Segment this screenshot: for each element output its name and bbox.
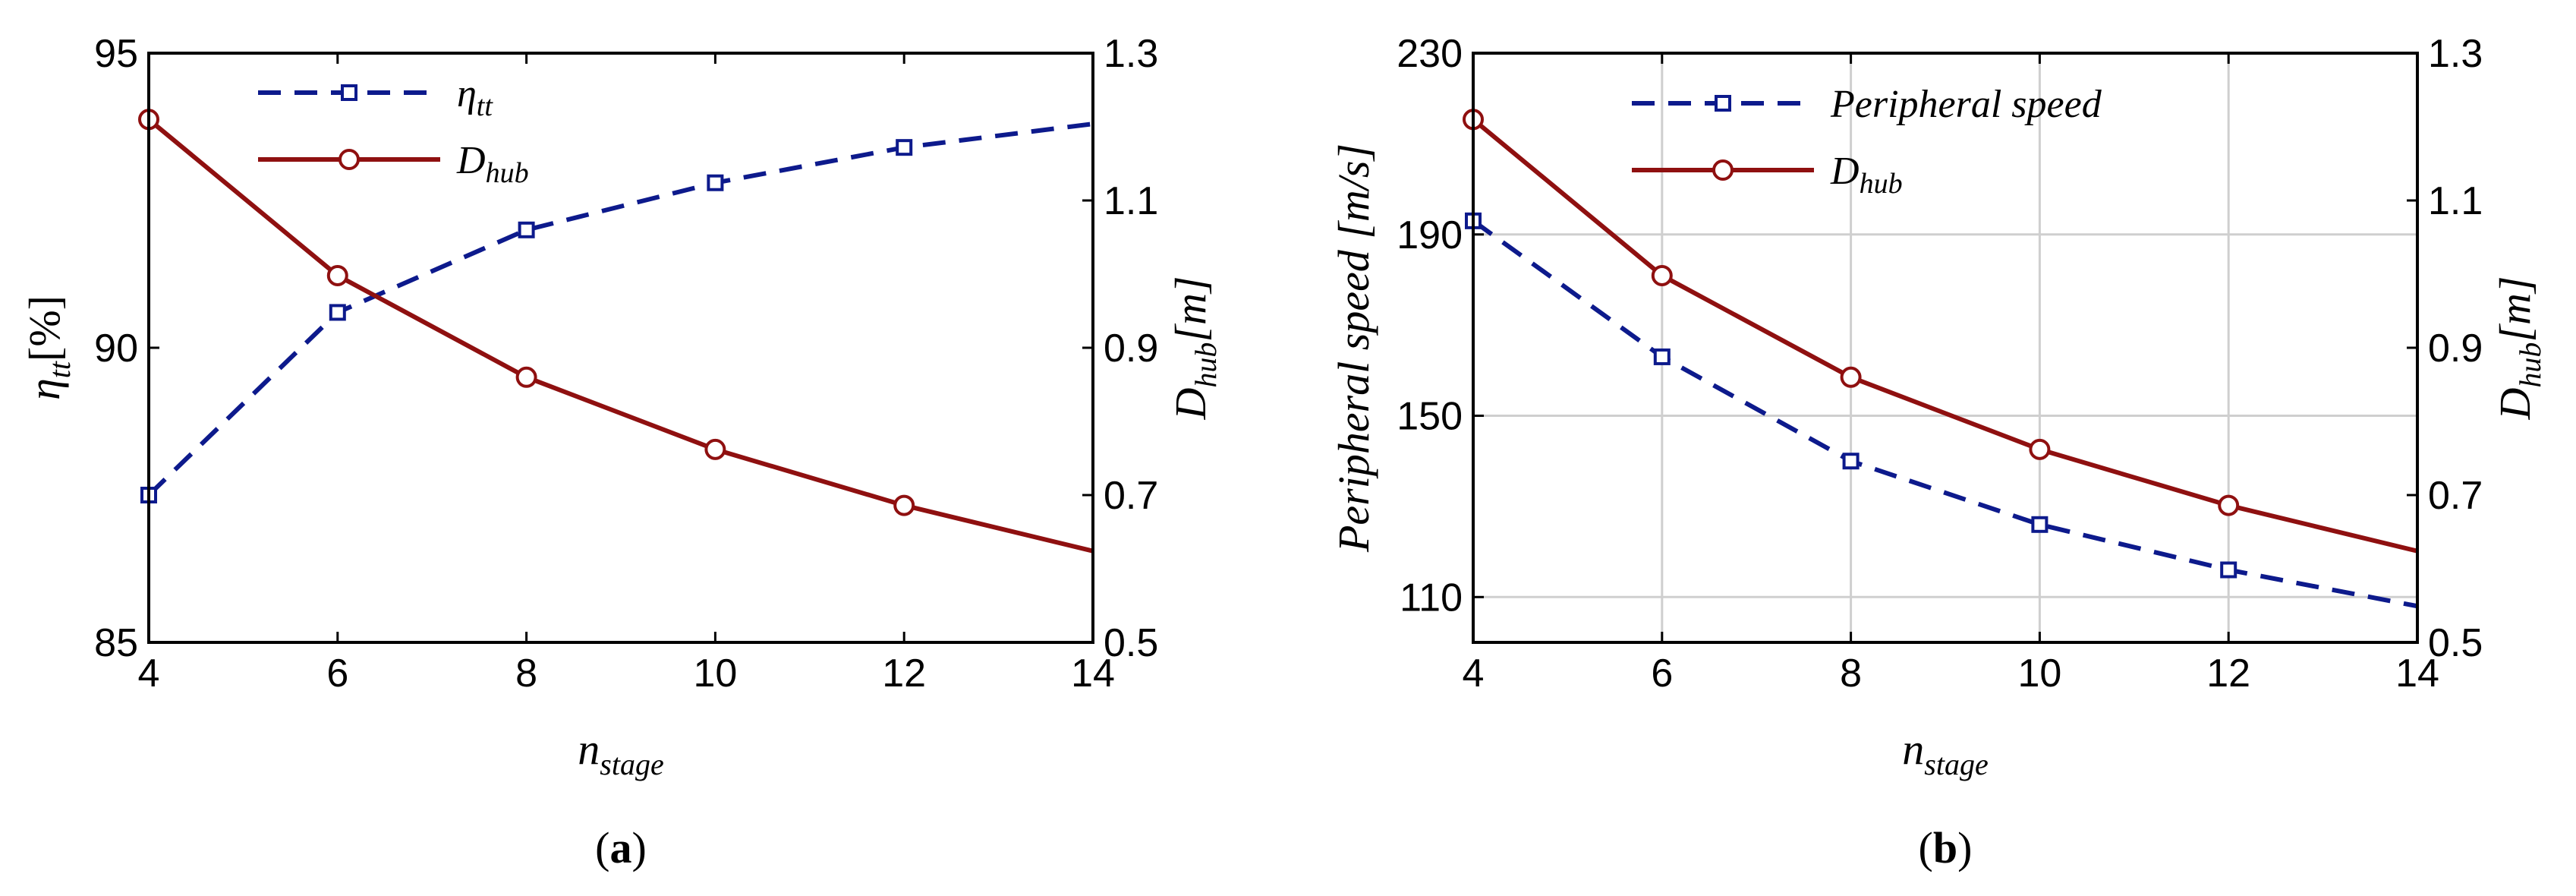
x-axis-label: nstage bbox=[1902, 724, 1988, 781]
x-tick-label: 8 bbox=[515, 651, 537, 696]
series-line-0 bbox=[146, 121, 1094, 497]
plot-frame bbox=[147, 52, 1094, 644]
y-tick-label-right: 1.3 bbox=[2428, 32, 2483, 76]
data-point-1 bbox=[515, 366, 537, 388]
y-tick-label-right: 0.7 bbox=[2428, 474, 2483, 518]
series-line-1 bbox=[1472, 117, 2418, 554]
plot-frame bbox=[1472, 52, 2419, 644]
series-layer bbox=[1463, 109, 2418, 609]
data-point-1 bbox=[704, 438, 726, 460]
y-tick-label-right: 0.5 bbox=[1104, 621, 1158, 665]
y-tick-label-left: 230 bbox=[1397, 32, 1463, 76]
data-point-0 bbox=[2031, 516, 2049, 533]
data-point-1 bbox=[1840, 366, 1862, 388]
data-point-1 bbox=[1651, 264, 1673, 286]
y-tick-label-left: 190 bbox=[1397, 213, 1463, 257]
legend-marker-1 bbox=[1712, 159, 1734, 181]
y-axis-label-right: Dhub[m] bbox=[2490, 276, 2547, 421]
x-tick-label: 14 bbox=[1071, 651, 1115, 696]
series-layer bbox=[138, 109, 1094, 554]
y-tick-label-left: 90 bbox=[94, 327, 138, 371]
panel-b: 4 6 8 10 12 14 110 150 190 230 0.5 0.7 0.9 1.1 1.3 Per… bbox=[1329, 32, 2547, 872]
y-tick-label-right: 0.5 bbox=[2428, 621, 2483, 665]
panel-caption: (b) bbox=[1919, 823, 1973, 872]
x-tick-label: 4 bbox=[138, 651, 160, 696]
legend: ηtt Dhub bbox=[258, 72, 529, 189]
legend-marker-0 bbox=[1715, 95, 1731, 112]
y-tick-label-right: 1.1 bbox=[2428, 179, 2483, 223]
legend-label-1: Dhub bbox=[456, 139, 529, 189]
x-tick-label: 4 bbox=[1463, 651, 1485, 696]
legend-label-0: ηtt bbox=[457, 72, 493, 122]
x-tick-label: 6 bbox=[1651, 651, 1673, 696]
data-point-0 bbox=[2220, 561, 2237, 579]
legend-marker-1 bbox=[339, 149, 360, 170]
ticks-layer: 4 6 8 10 12 14 85 90 95 0.5 0.7 0.9 1.1 1.3 bbox=[94, 32, 1158, 696]
y-tick-label-left: 85 bbox=[94, 621, 138, 665]
data-point-0 bbox=[329, 304, 346, 321]
panel-a: 4 6 8 10 12 14 85 90 95 0.5 0.7 0.9 1.1 1.3 ηtt Dhub n… bbox=[20, 32, 1223, 872]
data-point-1 bbox=[893, 494, 915, 516]
x-axis-label: nstage bbox=[578, 724, 663, 781]
y-tick-label-right: 1.1 bbox=[1104, 179, 1158, 223]
x-tick-label: 6 bbox=[326, 651, 348, 696]
y-tick-label-left: 95 bbox=[94, 32, 138, 76]
y-tick-label-left: 110 bbox=[1400, 576, 1463, 620]
x-tick-label: 12 bbox=[882, 651, 926, 696]
data-point-0 bbox=[896, 139, 913, 156]
y-axis-label-left: Peripheral speed [m/s] bbox=[1329, 144, 1378, 553]
legend-label-0: Peripheral speed bbox=[1830, 83, 2102, 126]
y-tick-label-right: 0.7 bbox=[1104, 474, 1158, 518]
x-tick-label: 10 bbox=[693, 651, 737, 696]
y-tick-label-left: 150 bbox=[1397, 395, 1463, 439]
x-tick-label: 12 bbox=[2206, 651, 2250, 696]
y-tick-label-right: 0.9 bbox=[1104, 327, 1158, 371]
data-point-0 bbox=[518, 221, 535, 238]
legend-label-1: Dhub bbox=[1830, 150, 1903, 200]
series-line-1 bbox=[147, 117, 1094, 554]
data-point-0 bbox=[1842, 453, 1860, 470]
data-point-1 bbox=[2218, 494, 2240, 516]
legend-marker-0 bbox=[341, 84, 357, 101]
y-tick-label-right: 1.3 bbox=[1104, 32, 1158, 76]
y-tick-label-right: 0.9 bbox=[2428, 327, 2483, 371]
grid-layer bbox=[1472, 52, 2419, 642]
x-tick-label: 8 bbox=[1840, 651, 1862, 696]
data-point-1 bbox=[2029, 438, 2051, 460]
y-axis-label-right: Dhub[m] bbox=[1166, 276, 1223, 421]
y-axis-label-left: ηtt[%] bbox=[20, 295, 77, 400]
data-point-1 bbox=[326, 264, 348, 286]
ticks-layer: 4 6 8 10 12 14 110 150 190 230 0.5 0.7 0.9 1.1 1.3 bbox=[1397, 32, 2483, 696]
legend: Peripheral speed Dhub bbox=[1632, 83, 2102, 200]
panel-caption: (a) bbox=[595, 823, 647, 872]
data-point-0 bbox=[707, 174, 724, 191]
x-tick-label: 14 bbox=[2395, 651, 2439, 696]
x-tick-label: 10 bbox=[2017, 651, 2061, 696]
series-line-0 bbox=[1472, 219, 2418, 609]
data-point-0 bbox=[1653, 348, 1671, 365]
